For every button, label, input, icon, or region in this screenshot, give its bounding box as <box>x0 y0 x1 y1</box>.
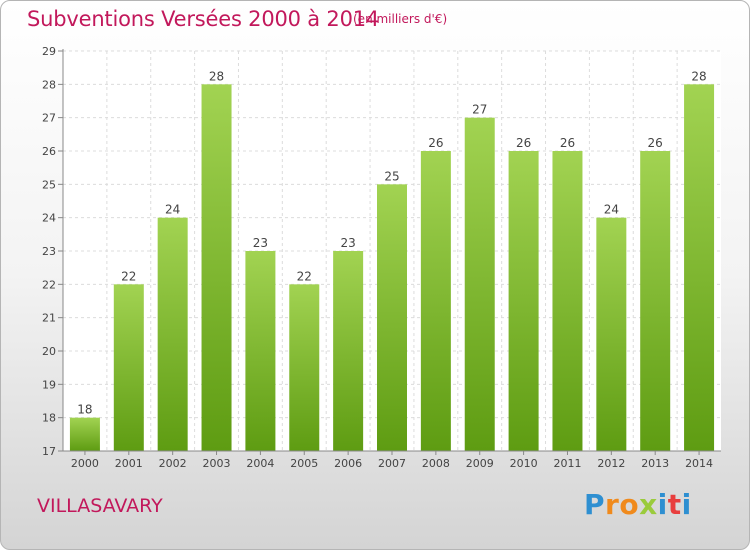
x-tick-label: 2012 <box>597 457 625 470</box>
bar-2000 <box>69 417 100 451</box>
x-tick-label: 2006 <box>334 457 362 470</box>
bar-2006 <box>333 251 364 451</box>
bar-2010 <box>508 151 539 451</box>
data-label: 28 <box>691 69 706 83</box>
y-tick-label: 29 <box>42 45 56 58</box>
y-tick-label: 26 <box>42 145 56 158</box>
x-tick-label: 2000 <box>71 457 99 470</box>
data-label: 22 <box>297 269 312 283</box>
bar-2011 <box>552 151 583 451</box>
x-tick-label: 2008 <box>422 457 450 470</box>
y-tick-label: 23 <box>42 245 56 258</box>
bar-2002 <box>157 217 188 451</box>
x-tick-label: 2011 <box>553 457 581 470</box>
logo-letter: r <box>605 488 620 521</box>
x-tick-label: 2007 <box>378 457 406 470</box>
logo-letter: o <box>619 488 640 521</box>
data-label: 24 <box>165 203 180 217</box>
data-label: 27 <box>472 103 487 117</box>
data-label: 26 <box>648 136 663 150</box>
y-tick-label: 17 <box>42 445 56 458</box>
data-label: 22 <box>121 269 136 283</box>
y-tick-label: 19 <box>42 378 56 391</box>
y-tick-label: 28 <box>42 78 56 91</box>
logo-letter: t <box>667 488 682 521</box>
x-tick-label: 2001 <box>115 457 143 470</box>
logo-letter: P <box>584 488 606 521</box>
town-name: VILLASAVARY <box>37 495 163 517</box>
proxiti-logo: Proxiti <box>584 488 692 521</box>
data-label: 18 <box>77 403 92 417</box>
y-tick-label: 21 <box>42 312 56 325</box>
y-tick-label: 18 <box>42 412 56 425</box>
data-label: 26 <box>560 136 575 150</box>
logo-letter: i <box>681 488 692 521</box>
data-label: 26 <box>516 136 531 150</box>
data-label: 23 <box>253 236 268 250</box>
x-tick-label: 2014 <box>685 457 713 470</box>
bar-2001 <box>113 284 144 451</box>
x-tick-label: 2003 <box>203 457 231 470</box>
chart-subtitle: (en milliers d'€) <box>353 12 448 26</box>
data-label: 28 <box>209 69 224 83</box>
bar-2013 <box>640 151 671 451</box>
logo-letter: x <box>639 488 658 521</box>
y-tick-label: 24 <box>42 212 56 225</box>
bar-2008 <box>420 151 451 451</box>
axes: 17 18 19 20 21 22 23 24 25 26 27 28 29 2000 2001 2002 20… <box>42 45 721 470</box>
logo-letter: i <box>657 488 668 521</box>
bar-2014 <box>684 84 715 451</box>
x-tick-label: 2005 <box>290 457 318 470</box>
y-tick-label: 27 <box>42 112 56 125</box>
data-label: 25 <box>384 169 399 183</box>
data-labels: 18 22 24 28 23 22 23 25 26 27 26 26 24 26 28 <box>77 69 706 416</box>
bars <box>69 84 715 452</box>
x-tick-label: 2010 <box>510 457 538 470</box>
bar-2005 <box>289 284 320 451</box>
y-tick-label: 20 <box>42 345 56 358</box>
data-label: 24 <box>604 203 619 217</box>
bar-2009 <box>464 117 495 452</box>
bar-2003 <box>201 84 232 451</box>
data-label: 23 <box>340 236 355 250</box>
y-tick-label: 25 <box>42 178 56 191</box>
data-label: 26 <box>428 136 443 150</box>
chart-title: Subventions Versées 2000 à 2014 <box>27 7 380 31</box>
bar-2012 <box>596 217 627 451</box>
bar-2007 <box>377 184 407 452</box>
x-tick-label: 2002 <box>159 457 187 470</box>
x-tick-label: 2009 <box>466 457 494 470</box>
y-tick-label: 22 <box>42 278 56 291</box>
bar-2004 <box>245 251 276 451</box>
x-tick-label: 2004 <box>246 457 274 470</box>
x-tick-label: 2013 <box>641 457 669 470</box>
